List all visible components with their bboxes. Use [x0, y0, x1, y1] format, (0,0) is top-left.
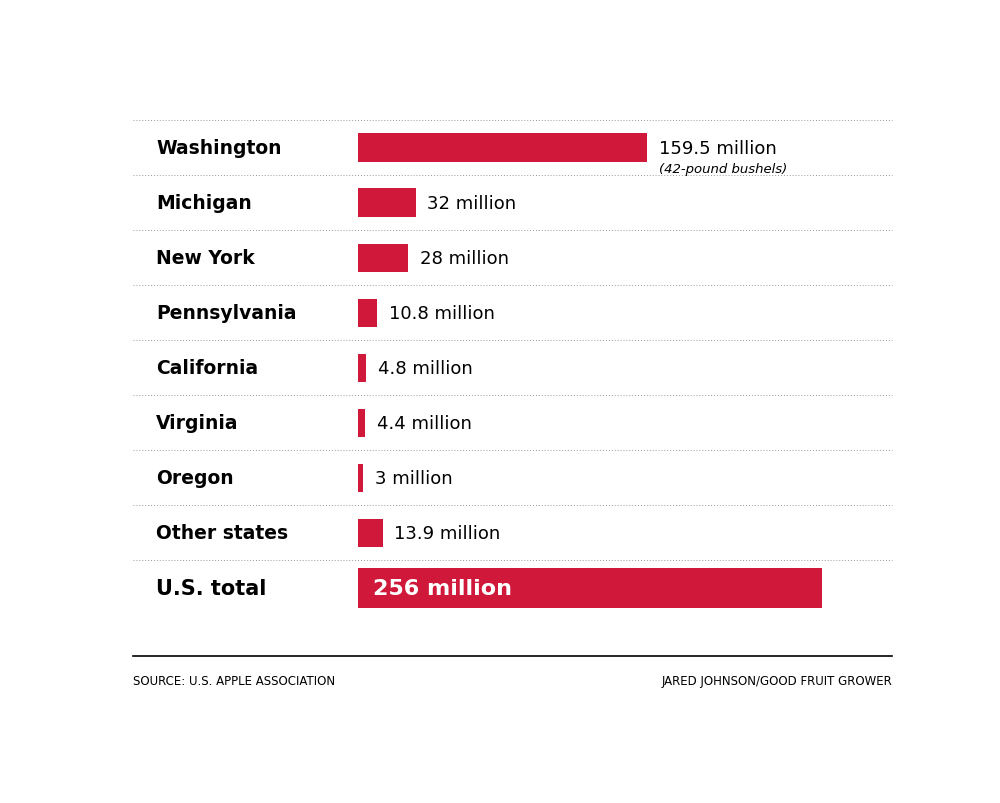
Bar — [358, 519, 383, 548]
Bar — [358, 569, 822, 608]
Bar — [358, 464, 363, 492]
Text: Pennsylvania: Pennsylvania — [156, 304, 296, 323]
Text: New York: New York — [156, 249, 255, 268]
Text: (42-pound bushels): (42-pound bushels) — [659, 163, 787, 176]
Bar — [358, 354, 366, 383]
Text: SOURCE: U.S. APPLE ASSOCIATION: SOURCE: U.S. APPLE ASSOCIATION — [133, 675, 335, 687]
Text: 4.8 million: 4.8 million — [378, 360, 473, 377]
Bar — [358, 300, 377, 328]
Text: Michigan: Michigan — [156, 194, 252, 213]
Text: 159.5 million: 159.5 million — [659, 140, 777, 157]
Text: 32 million: 32 million — [427, 194, 516, 213]
Text: 10.8 million: 10.8 million — [389, 304, 495, 323]
Text: U.S. total: U.S. total — [156, 578, 266, 598]
Bar — [358, 134, 647, 163]
Text: 13.9 million: 13.9 million — [394, 524, 501, 542]
Text: Oregon: Oregon — [156, 469, 234, 488]
Bar — [358, 409, 365, 438]
Text: 28 million: 28 million — [420, 250, 509, 267]
Bar — [358, 244, 408, 273]
Text: Other states: Other states — [156, 524, 288, 543]
Text: 3 million: 3 million — [375, 469, 452, 487]
Text: 4.4 million: 4.4 million — [377, 414, 472, 432]
Text: Virginia: Virginia — [156, 414, 239, 433]
Text: Washington: Washington — [156, 139, 282, 158]
Text: 256 million: 256 million — [373, 578, 512, 598]
Bar — [358, 190, 416, 218]
Text: JARED JOHNSON/GOOD FRUIT GROWER: JARED JOHNSON/GOOD FRUIT GROWER — [662, 675, 892, 687]
Text: California: California — [156, 359, 258, 378]
